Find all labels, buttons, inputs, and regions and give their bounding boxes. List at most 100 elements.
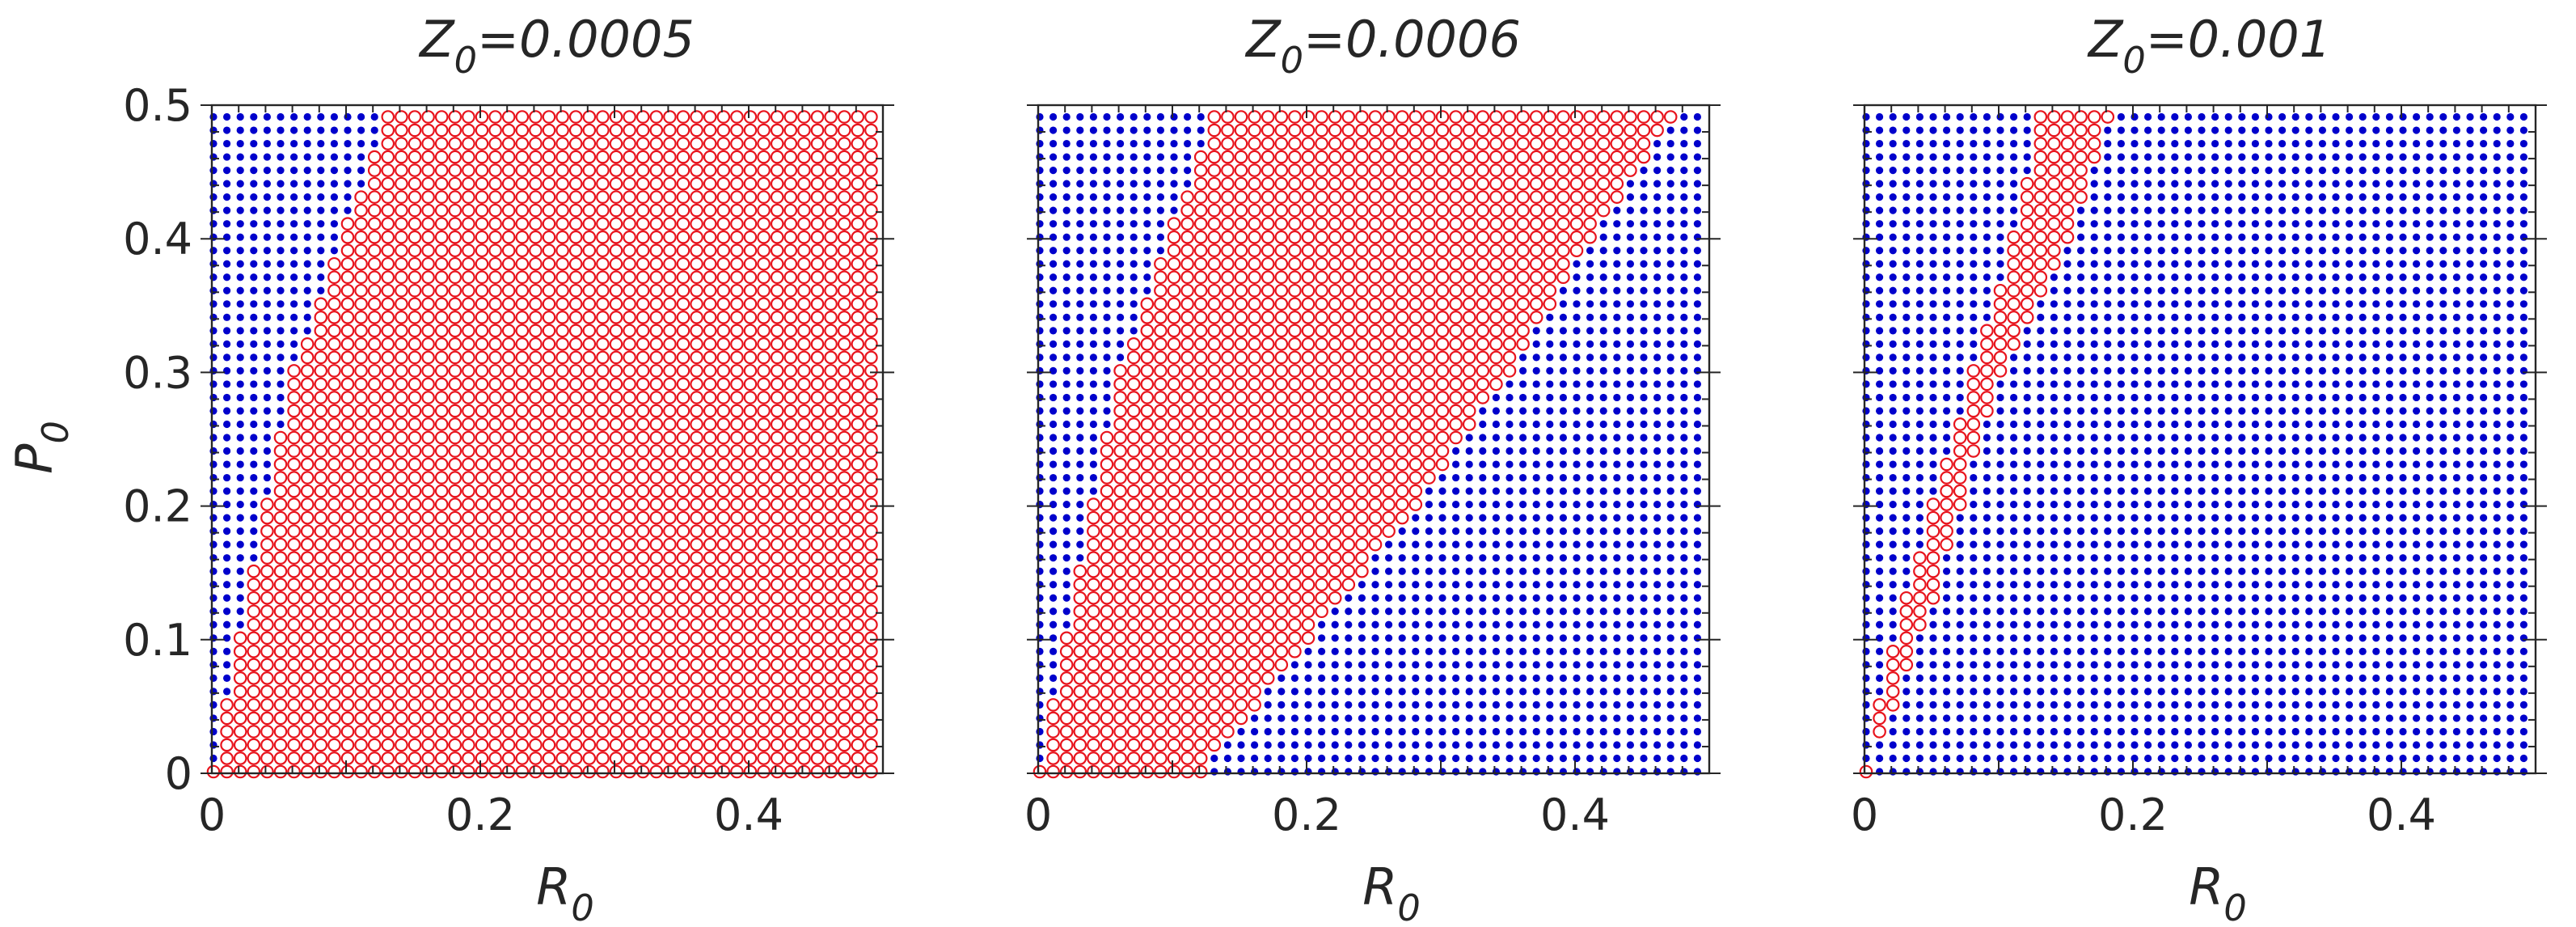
red-open-circle-marker xyxy=(381,524,395,538)
blue-dot-marker xyxy=(223,661,231,669)
red-open-circle-marker xyxy=(797,391,811,404)
blue-dot-marker xyxy=(223,674,231,682)
red-open-circle-marker xyxy=(824,484,838,498)
red-open-circle-marker xyxy=(824,631,838,646)
red-open-circle-marker xyxy=(730,337,744,351)
blue-dot-marker xyxy=(277,126,285,134)
red-open-circle-marker xyxy=(690,645,703,658)
red-open-circle-marker xyxy=(810,590,825,605)
blue-dot-marker xyxy=(1613,420,1621,429)
red-open-circle-marker xyxy=(743,658,758,672)
red-open-circle-marker xyxy=(529,537,543,552)
blue-dot-marker xyxy=(1062,393,1071,402)
blue-dot-marker xyxy=(277,353,285,362)
blue-dot-marker xyxy=(1331,754,1339,763)
red-open-circle-marker xyxy=(582,658,597,672)
red-open-circle-marker xyxy=(770,725,784,739)
blue-dot-marker xyxy=(1438,514,1446,522)
blue-dot-marker xyxy=(1653,768,1662,776)
blue-dot-marker xyxy=(330,153,338,161)
blue-dot-marker xyxy=(1438,727,1446,736)
blue-dot-marker xyxy=(223,647,231,655)
red-open-circle-marker xyxy=(462,364,475,378)
blue-dot-marker xyxy=(1505,620,1514,629)
red-open-circle-marker xyxy=(582,417,597,431)
blue-dot-marker xyxy=(1640,701,1648,709)
blue-dot-marker xyxy=(1438,527,1446,535)
blue-dot-marker xyxy=(1103,286,1111,294)
red-open-circle-marker xyxy=(716,590,731,605)
red-open-circle-marker xyxy=(649,324,664,338)
red-open-circle-marker xyxy=(367,590,382,605)
blue-dot-marker xyxy=(209,139,217,148)
blue-dot-marker xyxy=(1492,514,1500,522)
red-open-circle-marker xyxy=(475,564,489,578)
red-open-circle-marker xyxy=(743,711,758,726)
red-open-circle-marker xyxy=(663,645,677,658)
blue-dot-marker xyxy=(1465,714,1473,722)
red-open-circle-marker xyxy=(649,684,664,699)
red-open-circle-marker xyxy=(421,590,435,605)
blue-dot-marker xyxy=(1277,768,1286,776)
red-open-circle-marker xyxy=(515,684,530,699)
red-open-circle-marker xyxy=(501,604,516,619)
red-open-circle-marker xyxy=(649,377,664,392)
red-open-circle-marker xyxy=(395,604,408,619)
blue-dot-marker xyxy=(1613,581,1621,589)
blue-dot-marker xyxy=(1492,647,1500,655)
blue-dot-marker xyxy=(1653,286,1662,294)
blue-dot-marker xyxy=(1680,554,1688,562)
blue-dot-marker xyxy=(1519,581,1527,589)
red-open-circle-marker xyxy=(596,711,610,726)
red-open-circle-marker xyxy=(743,764,758,779)
red-open-circle-marker xyxy=(340,551,355,565)
blue-dot-marker xyxy=(1143,193,1151,201)
blue-dot-marker xyxy=(250,501,258,509)
blue-dot-marker xyxy=(1076,247,1084,255)
blue-dot-marker xyxy=(1438,741,1446,749)
blue-dot-marker xyxy=(1546,407,1554,415)
blue-dot-marker xyxy=(1371,620,1379,629)
red-open-circle-marker xyxy=(716,604,731,619)
blue-dot-marker xyxy=(236,126,244,134)
red-open-circle-marker xyxy=(515,711,530,726)
red-open-circle-marker xyxy=(475,364,489,378)
red-open-circle-marker xyxy=(300,524,315,538)
blue-dot-marker xyxy=(1438,501,1446,509)
blue-dot-marker xyxy=(1573,768,1581,776)
blue-dot-marker xyxy=(1505,434,1514,442)
red-open-circle-marker xyxy=(783,350,798,365)
blue-dot-marker xyxy=(1626,460,1634,468)
red-open-circle-marker xyxy=(596,645,610,658)
red-open-circle-marker xyxy=(542,484,556,498)
y-tick-label: 0.2 xyxy=(123,481,192,532)
red-open-circle-marker xyxy=(314,444,328,458)
red-open-circle-marker xyxy=(609,391,623,404)
blue-dot-marker xyxy=(1412,674,1420,682)
blue-dot-marker xyxy=(290,233,298,241)
red-open-circle-marker xyxy=(609,617,623,632)
red-open-circle-marker xyxy=(434,590,449,605)
red-open-circle-marker xyxy=(501,738,516,752)
red-open-circle-marker xyxy=(314,604,328,619)
blue-dot-marker xyxy=(1546,701,1554,709)
blue-dot-marker xyxy=(1693,447,1701,455)
red-open-circle-marker xyxy=(824,617,838,632)
blue-dot-marker xyxy=(1318,727,1326,736)
red-open-circle-marker xyxy=(408,430,422,445)
red-open-circle-marker xyxy=(690,551,703,565)
red-open-circle-marker xyxy=(851,364,865,378)
blue-dot-marker xyxy=(1062,607,1071,616)
red-open-circle-marker xyxy=(757,324,771,338)
blue-dot-marker xyxy=(1049,247,1058,255)
red-open-circle-marker xyxy=(716,658,731,672)
red-open-circle-marker xyxy=(247,751,261,765)
red-open-circle-marker xyxy=(340,725,355,739)
red-open-circle-marker xyxy=(501,711,516,726)
blue-dot-marker xyxy=(1049,620,1058,629)
blue-dot-marker xyxy=(1210,768,1218,776)
red-open-circle-marker xyxy=(340,391,355,404)
blue-dot-marker xyxy=(1358,661,1366,669)
blue-dot-marker xyxy=(1519,647,1527,655)
red-open-circle-marker xyxy=(515,337,530,351)
